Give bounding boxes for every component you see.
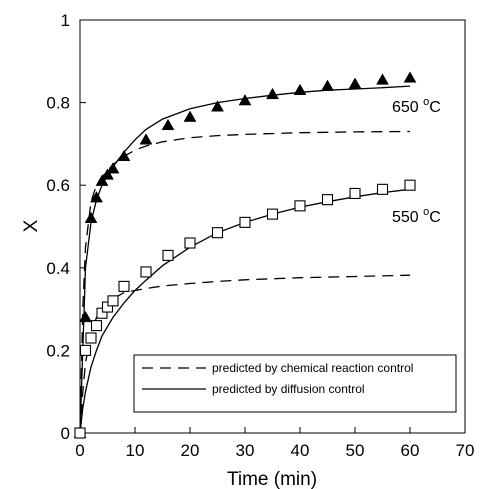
series-1-point-12 (239, 216, 251, 228)
legend-label-reaction: predicted by chemical reaction control (212, 361, 413, 375)
series-1-point-0 (74, 427, 86, 439)
series-0-point-3 (90, 191, 103, 203)
series-1-point-3 (90, 320, 103, 332)
series-0-point-16 (348, 77, 362, 89)
series-0-point-14 (293, 83, 307, 95)
series-0-point-10 (183, 110, 197, 122)
y-tick-label-1: 0.2 (46, 341, 70, 360)
y-tick-label-0: 0 (61, 424, 70, 443)
series-0-point-6 (106, 162, 120, 174)
series-1-point-11 (211, 227, 224, 239)
legend-box (133, 354, 457, 413)
series-0-point-1 (79, 310, 92, 323)
series-0-point-15 (321, 79, 334, 91)
x-tick-label-0: 0 (75, 441, 84, 460)
series-0-point-2 (84, 211, 98, 223)
series-0-point-5 (101, 168, 114, 180)
series-0-point-8 (139, 133, 153, 145)
y-tick-label-5: 1 (61, 11, 70, 30)
x-tick-label-7: 70 (456, 441, 475, 460)
series-1-point-7 (118, 280, 130, 292)
series-1-point-2 (85, 332, 97, 344)
series-1-point-9 (162, 249, 174, 261)
plot-frame (79, 19, 466, 434)
series-1-point-16 (349, 187, 361, 200)
legend-label-diffusion: predicted by diffusion control (212, 382, 365, 396)
curve-solid-0 (79, 85, 411, 434)
x-tick-label-6: 60 (401, 441, 420, 460)
legend: predicted by chemical reaction control p… (133, 354, 457, 413)
x-axis-label: Time (min) (227, 469, 317, 489)
x-axis: 0 10 20 30 40 50 60 70 (75, 427, 474, 460)
x-tick-label-1: 10 (126, 441, 145, 460)
annotation-550c: 550 oC (392, 206, 441, 226)
y-tick-label-2: 0.4 (46, 259, 70, 278)
y-axis: 0 0.2 0.4 0.6 0.8 1 (46, 11, 86, 443)
y-tick-label-3: 0.6 (46, 176, 70, 195)
x-tick-label-2: 20 (181, 441, 200, 460)
x-tick-label-5: 50 (346, 441, 365, 460)
series-0-point-12 (238, 94, 252, 106)
data-points (73, 71, 417, 439)
series-1-point-14 (294, 200, 306, 212)
y-axis-label: X (21, 219, 42, 232)
series-1-point-15 (321, 194, 334, 206)
series-1-point-13 (266, 208, 279, 220)
series-0-point-11 (211, 100, 224, 112)
annotation-650c: 650 oC (392, 96, 441, 116)
series-1-point-10 (184, 237, 196, 249)
series-1-point-18 (404, 179, 416, 191)
x-tick-label-4: 40 (291, 441, 310, 460)
curve-dashed-1 (79, 130, 411, 434)
series-1-point-8 (140, 266, 152, 278)
series-1-point-6 (107, 295, 119, 307)
y-tick-label-4: 0.8 (46, 94, 70, 113)
model-curves (79, 85, 411, 434)
series-0-point-13 (266, 87, 279, 100)
series-0-point-4 (95, 174, 109, 186)
series-1-point-17 (376, 183, 389, 195)
x-tick-label-3: 30 (236, 441, 255, 460)
series-0-point-17 (376, 73, 389, 85)
series-1-point-1 (79, 344, 92, 356)
series-0-point-18 (403, 71, 417, 83)
series-0-point-9 (161, 118, 175, 131)
series-0-point-7 (117, 149, 131, 162)
